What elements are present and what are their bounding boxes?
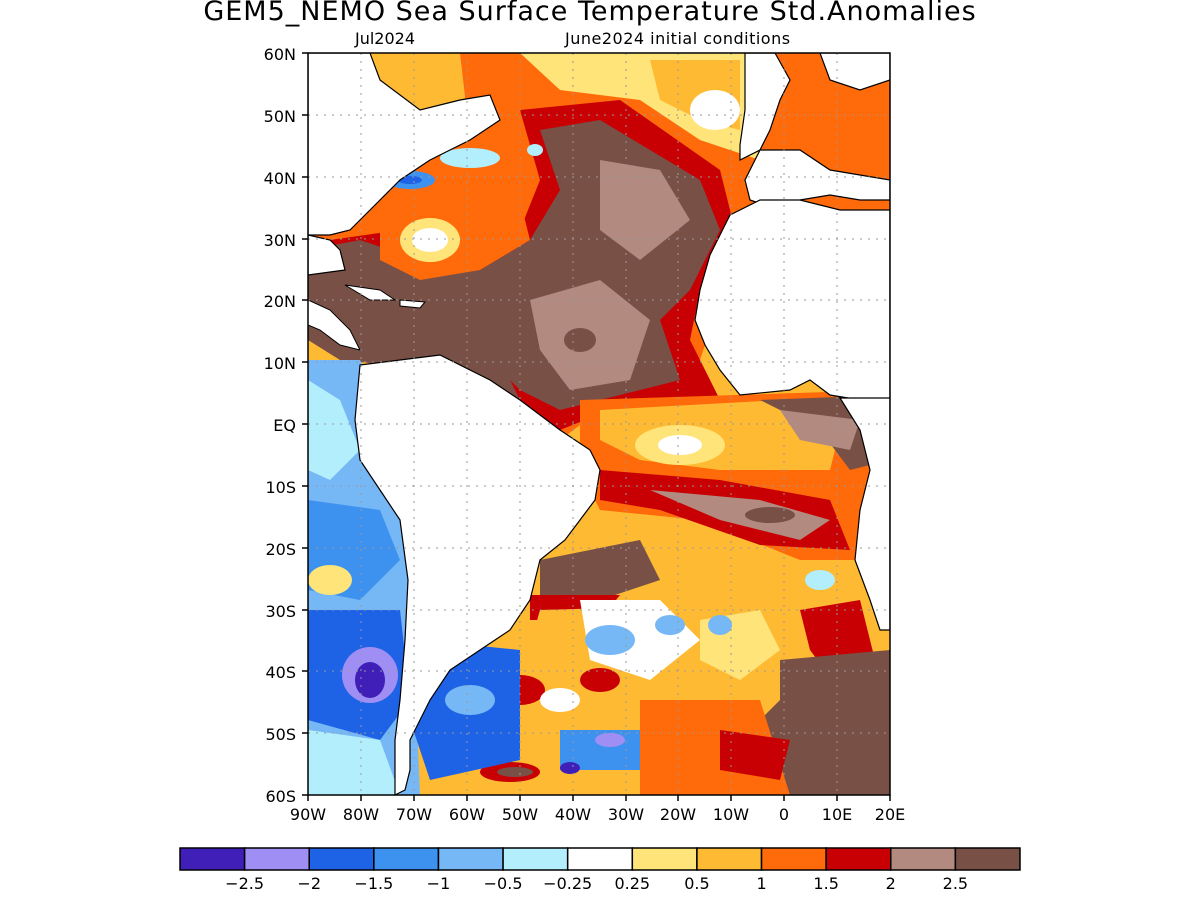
colorbar-label: 1.5: [813, 874, 838, 893]
colorbar-swatch: [502, 847, 569, 871]
lon-label: 0: [779, 805, 789, 824]
lat-label: 20N: [264, 292, 296, 311]
colorbar-label: 2: [886, 874, 896, 893]
lat-label: 30S: [265, 602, 296, 621]
lon-label: 30W: [608, 805, 644, 824]
lon-label: 10E: [822, 805, 852, 824]
lat-label: 50S: [265, 725, 296, 744]
colorbar-swatch: [373, 847, 440, 871]
colorbar-swatch: [566, 847, 634, 871]
colorbar-swatch: [954, 847, 1021, 871]
lon-label: 80W: [343, 805, 379, 824]
lon-label: 70W: [396, 805, 432, 824]
colorbar-swatch: [825, 847, 892, 871]
lat-label: 10N: [264, 354, 296, 373]
colorbar-label: −2.5: [225, 874, 264, 893]
colorbar-label: −2: [297, 874, 321, 893]
graticule: [308, 53, 890, 795]
colorbar-swatch: [308, 847, 375, 871]
colorbar-swatch: [631, 847, 698, 871]
colorbar-label: −0.5: [484, 874, 523, 893]
initial-conditions-label: June2024 initial conditions: [565, 29, 791, 48]
latitude-labels: 60N 50N 40N 30N 20N 10N EQ 10S 20S 30S 4…: [264, 45, 296, 806]
lat-label: 60N: [264, 45, 296, 64]
colorbar-labels: −2.5 −2 −1.5 −1 −0.5 −0.25 0.25 0.5 1 1.5 2 2.5: [225, 874, 968, 893]
lon-label: 10W: [713, 805, 749, 824]
colorbar-label: 2.5: [943, 874, 968, 893]
lon-label: 20E: [875, 805, 905, 824]
colorbar-swatch: [890, 847, 957, 871]
forecast-month: Jul2024: [355, 29, 416, 48]
colorbar-swatch: [696, 847, 763, 871]
longitude-labels: 90W 80W 70W 60W 50W 40W 30W 20W 10W 0 10…: [290, 805, 905, 824]
axis-ticks: [302, 52, 891, 801]
lon-label: 50W: [502, 805, 538, 824]
lat-label: 20S: [265, 540, 296, 559]
colorbar-label: 0.25: [614, 874, 650, 893]
colorbar-swatch: [760, 847, 827, 871]
colorbar-label: −1: [427, 874, 451, 893]
colorbar-label: 1: [756, 874, 766, 893]
lon-label: 60W: [449, 805, 485, 824]
colorbar-label: −0.25: [543, 874, 592, 893]
lon-label: 20W: [660, 805, 696, 824]
lat-label: 40N: [264, 169, 296, 188]
lat-label: 30N: [264, 231, 296, 250]
colorbar-swatch: [243, 847, 310, 871]
colorbar-label: −1.5: [354, 874, 393, 893]
map-title: GEM5_NEMO Sea Surface Temperature Std.An…: [203, 0, 977, 27]
colorbar-swatch: [437, 847, 504, 871]
lat-label: 40S: [265, 663, 296, 682]
lat-label: 50N: [264, 107, 296, 126]
lat-label: EQ: [273, 416, 296, 435]
colorbar-label: 0.5: [684, 874, 709, 893]
lon-label: 40W: [555, 805, 591, 824]
anomaly-field: [308, 53, 890, 795]
lat-label: 60S: [265, 787, 296, 806]
colorbar: [179, 847, 1021, 871]
colorbar-swatch: [179, 847, 246, 871]
lon-label: 90W: [290, 805, 326, 824]
lat-label: 10S: [265, 478, 296, 497]
